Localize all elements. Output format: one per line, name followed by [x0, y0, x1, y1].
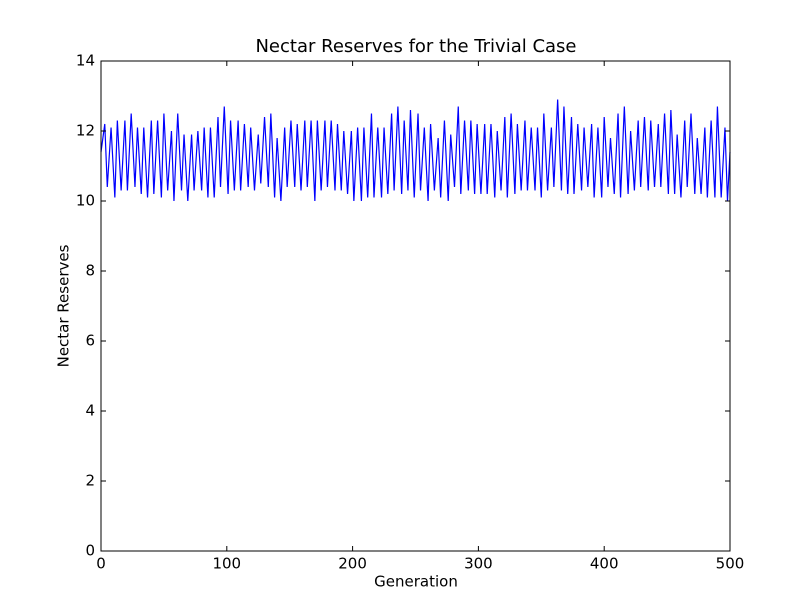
y-tick-label: 0: [85, 542, 95, 560]
y-tick-label: 6: [85, 332, 95, 350]
y-tick-label: 8: [85, 262, 95, 280]
x-tick-label: 0: [96, 555, 106, 573]
x-tick-label: 500: [716, 555, 745, 573]
data-line: [100, 99, 731, 202]
x-tick-label: 100: [212, 555, 241, 573]
y-tick-label: 4: [85, 402, 95, 420]
plot-frame: [100, 60, 731, 552]
y-tick-label: 12: [76, 122, 95, 140]
y-tick-label: 10: [76, 192, 95, 210]
y-axis-label: Nectar Reserves: [55, 244, 73, 367]
x-tick-label: 400: [590, 555, 619, 573]
chart-title: Nectar Reserves for the Trivial Case: [255, 36, 576, 57]
x-axis-label: Generation: [374, 573, 458, 591]
y-tick-label: 2: [85, 472, 95, 490]
y-tick-label: 14: [76, 52, 95, 70]
x-tick-label: 300: [464, 555, 493, 573]
x-tick-label: 200: [338, 555, 367, 573]
